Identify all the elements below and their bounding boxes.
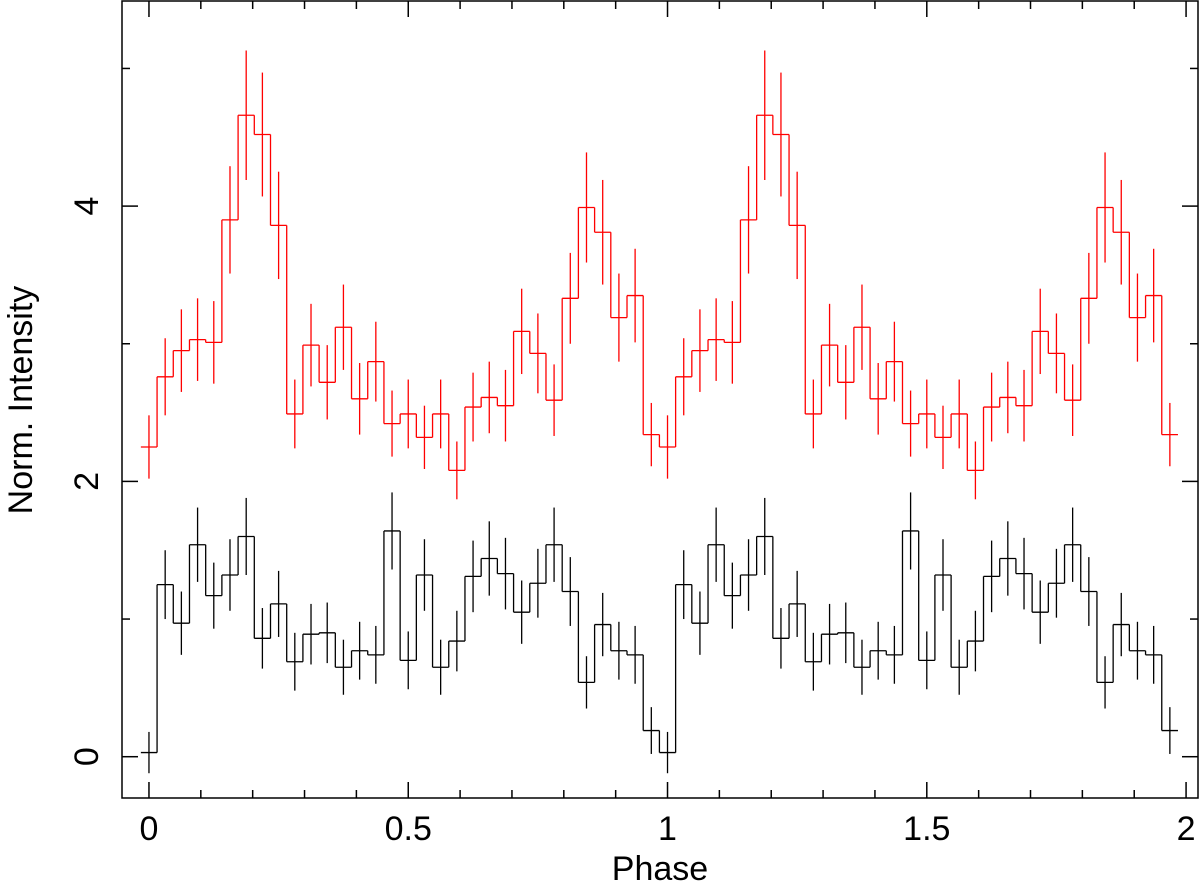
x-tick-label: 0.5	[385, 810, 432, 848]
y-tick-label: 0	[68, 747, 106, 766]
plot-frame	[121, 0, 1199, 799]
x-tick-label: 2	[1177, 810, 1196, 848]
x-axis-label: Phase	[612, 850, 708, 888]
x-tick-label: 0	[140, 810, 159, 848]
y-tick-label: 2	[68, 472, 106, 491]
x-tick-label: 1.5	[903, 810, 950, 848]
y-axis-label: Norm. Intensity	[2, 286, 40, 515]
x-tick-label: 1	[658, 810, 677, 848]
y-tick-label: 4	[68, 197, 106, 216]
